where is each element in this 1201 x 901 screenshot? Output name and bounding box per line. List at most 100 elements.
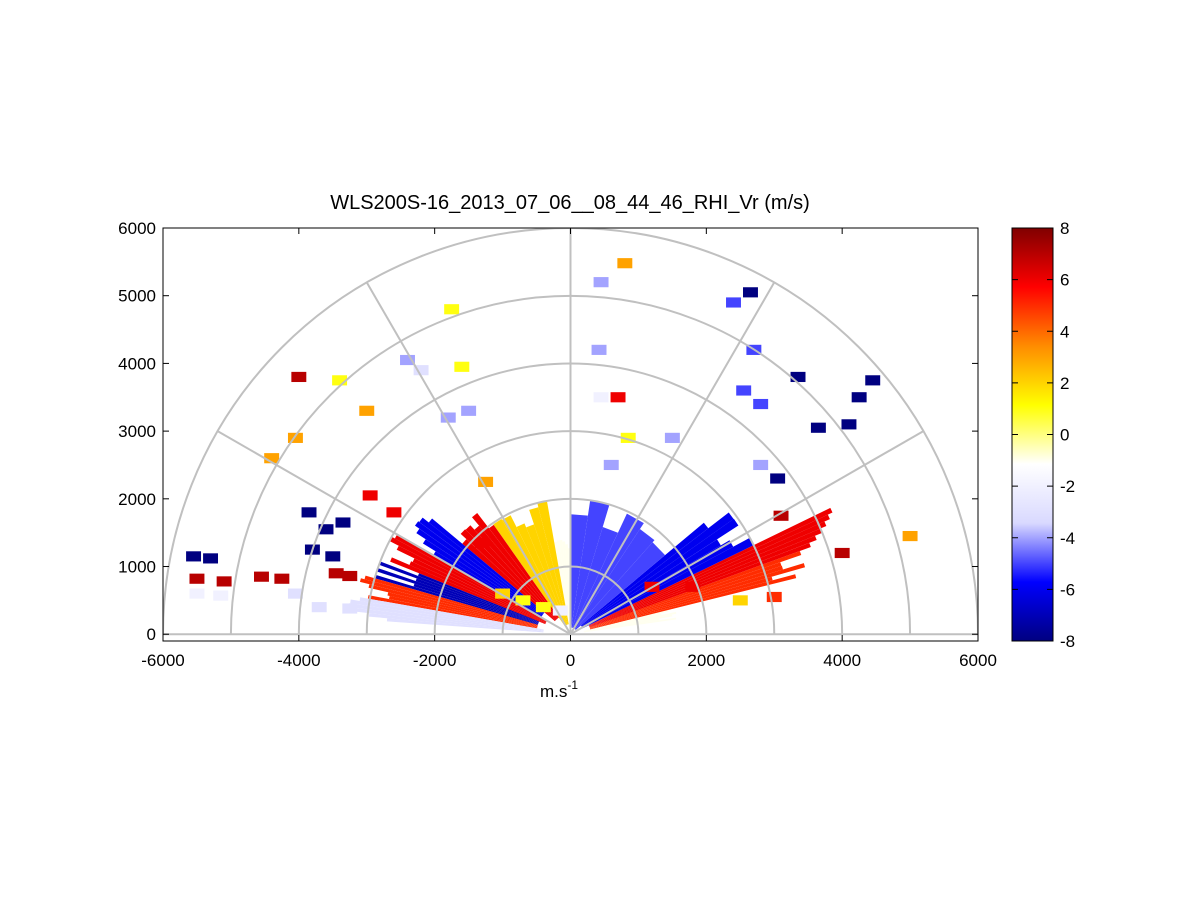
y-tick-label: 2000 — [118, 490, 156, 509]
velocity-cell — [318, 524, 334, 535]
velocity-fan-segment — [537, 501, 569, 625]
velocity-fan-segment — [590, 574, 797, 630]
velocity-cell — [359, 405, 375, 416]
velocity-fan-segment — [386, 618, 544, 633]
velocity-cell — [362, 490, 378, 501]
velocity-fan-segment — [583, 617, 677, 633]
velocity-cell — [332, 375, 348, 386]
velocity-fan-segment — [465, 525, 557, 620]
velocity-cell — [291, 371, 307, 383]
velocity-fan-segment — [387, 592, 538, 628]
velocity-fan-segment — [516, 523, 567, 626]
velocity-cell — [342, 570, 358, 582]
colorbar-tick-label: 4 — [1060, 322, 1069, 341]
colorbar — [1011, 227, 1054, 642]
velocity-cell — [444, 304, 460, 315]
colorbar-tick-label: 2 — [1060, 374, 1069, 393]
colorbar-tick-label: 6 — [1060, 271, 1069, 290]
colorbar-tick-label: -6 — [1060, 580, 1075, 599]
azimuth-spoke — [570, 430, 924, 636]
velocity-fan-segment — [572, 527, 618, 629]
velocity-fan-segment — [359, 578, 538, 627]
velocity-cell — [610, 392, 626, 403]
azimuth-spoke — [569, 281, 776, 635]
velocity-cell — [515, 595, 531, 606]
velocity-cell — [593, 392, 609, 403]
y-tick-label: 1000 — [118, 558, 156, 577]
velocity-cell — [664, 432, 680, 443]
velocity-cell — [474, 537, 490, 548]
velocity-cell — [552, 605, 568, 616]
velocity-fan-segment — [589, 562, 782, 628]
velocity-cell — [810, 422, 826, 433]
velocity-fan-segment — [355, 607, 544, 632]
velocity-fan-segment — [368, 613, 544, 632]
velocity-cell — [851, 392, 867, 403]
velocity-cell — [413, 365, 429, 376]
velocity-fan-segment — [582, 538, 754, 629]
velocity-cell — [753, 398, 769, 410]
velocity-fan-segment — [575, 542, 666, 630]
azimuth-spoke — [365, 281, 572, 635]
x-tick-label: -2000 — [413, 651, 456, 670]
velocity-fan-segment — [364, 575, 538, 626]
velocity-cell — [617, 258, 633, 269]
velocity-fan-segment — [413, 583, 539, 625]
velocity-cell — [287, 432, 303, 443]
velocity-cell — [736, 385, 752, 396]
velocity-fan-segment — [583, 618, 660, 633]
velocity-cell — [726, 297, 741, 308]
velocity-cell — [189, 573, 205, 584]
velocity-cell — [743, 287, 758, 298]
x-axis: -6000 -4000 -2000 0 2000 4000 6000 — [141, 228, 997, 670]
velocity-fan-segment — [565, 544, 571, 628]
velocity-fan-segment — [583, 613, 662, 632]
y-tick-label: 0 — [147, 625, 156, 644]
velocity-fan-segment — [589, 565, 783, 629]
velocity-fan-segment — [388, 595, 538, 628]
x-tick-label: 4000 — [823, 651, 861, 670]
velocity-cell — [400, 354, 415, 366]
velocity-fan-segment — [462, 539, 556, 622]
velocity-cell — [213, 590, 229, 601]
velocity-fan-segment — [583, 614, 673, 632]
velocity-cell — [454, 361, 470, 372]
x-tick-label: 2000 — [687, 651, 725, 670]
velocity-fan-segment — [412, 558, 547, 623]
velocity-fan-segment — [379, 561, 539, 623]
x-tick-label: 0 — [566, 651, 575, 670]
velocity-fan-segment — [374, 574, 539, 625]
velocity-cell — [685, 581, 701, 592]
velocity-fan-segment — [589, 521, 827, 627]
x-axis-label-superscript: -1 — [567, 678, 578, 692]
velocity-cell — [753, 459, 769, 471]
velocity-fan-segment — [409, 561, 546, 624]
velocity-fan-segment — [376, 568, 539, 624]
velocity-cell — [264, 453, 280, 464]
velocity-fan-segment — [415, 578, 539, 624]
velocity-cell — [902, 530, 918, 542]
velocity-cell — [274, 573, 290, 584]
y-tick-label: 3000 — [118, 422, 156, 441]
velocity-fan-segment — [414, 521, 544, 615]
y-tick-label: 6000 — [118, 219, 156, 238]
velocity-fan-segment — [571, 500, 610, 628]
velocity-cell — [386, 507, 402, 518]
velocity-fan-segment — [589, 563, 806, 629]
velocity-fan-segment — [588, 514, 830, 626]
velocity-cell — [495, 588, 511, 599]
velocity-cell — [790, 371, 806, 383]
velocity-cell — [591, 344, 607, 355]
x-axis-label-text: m.s — [540, 682, 567, 701]
velocity-cell — [770, 473, 786, 484]
velocity-fan-segment — [368, 584, 538, 627]
velocity-cell — [766, 591, 782, 603]
velocity-cell — [478, 476, 494, 487]
velocity-cell — [311, 602, 327, 613]
velocity-fan-segment — [419, 517, 544, 615]
velocity-fan-segment — [348, 603, 544, 631]
velocity-fan-segment — [574, 529, 655, 630]
velocity-cell — [216, 576, 232, 587]
velocity-cell — [593, 277, 609, 288]
velocity-cell — [535, 602, 551, 613]
